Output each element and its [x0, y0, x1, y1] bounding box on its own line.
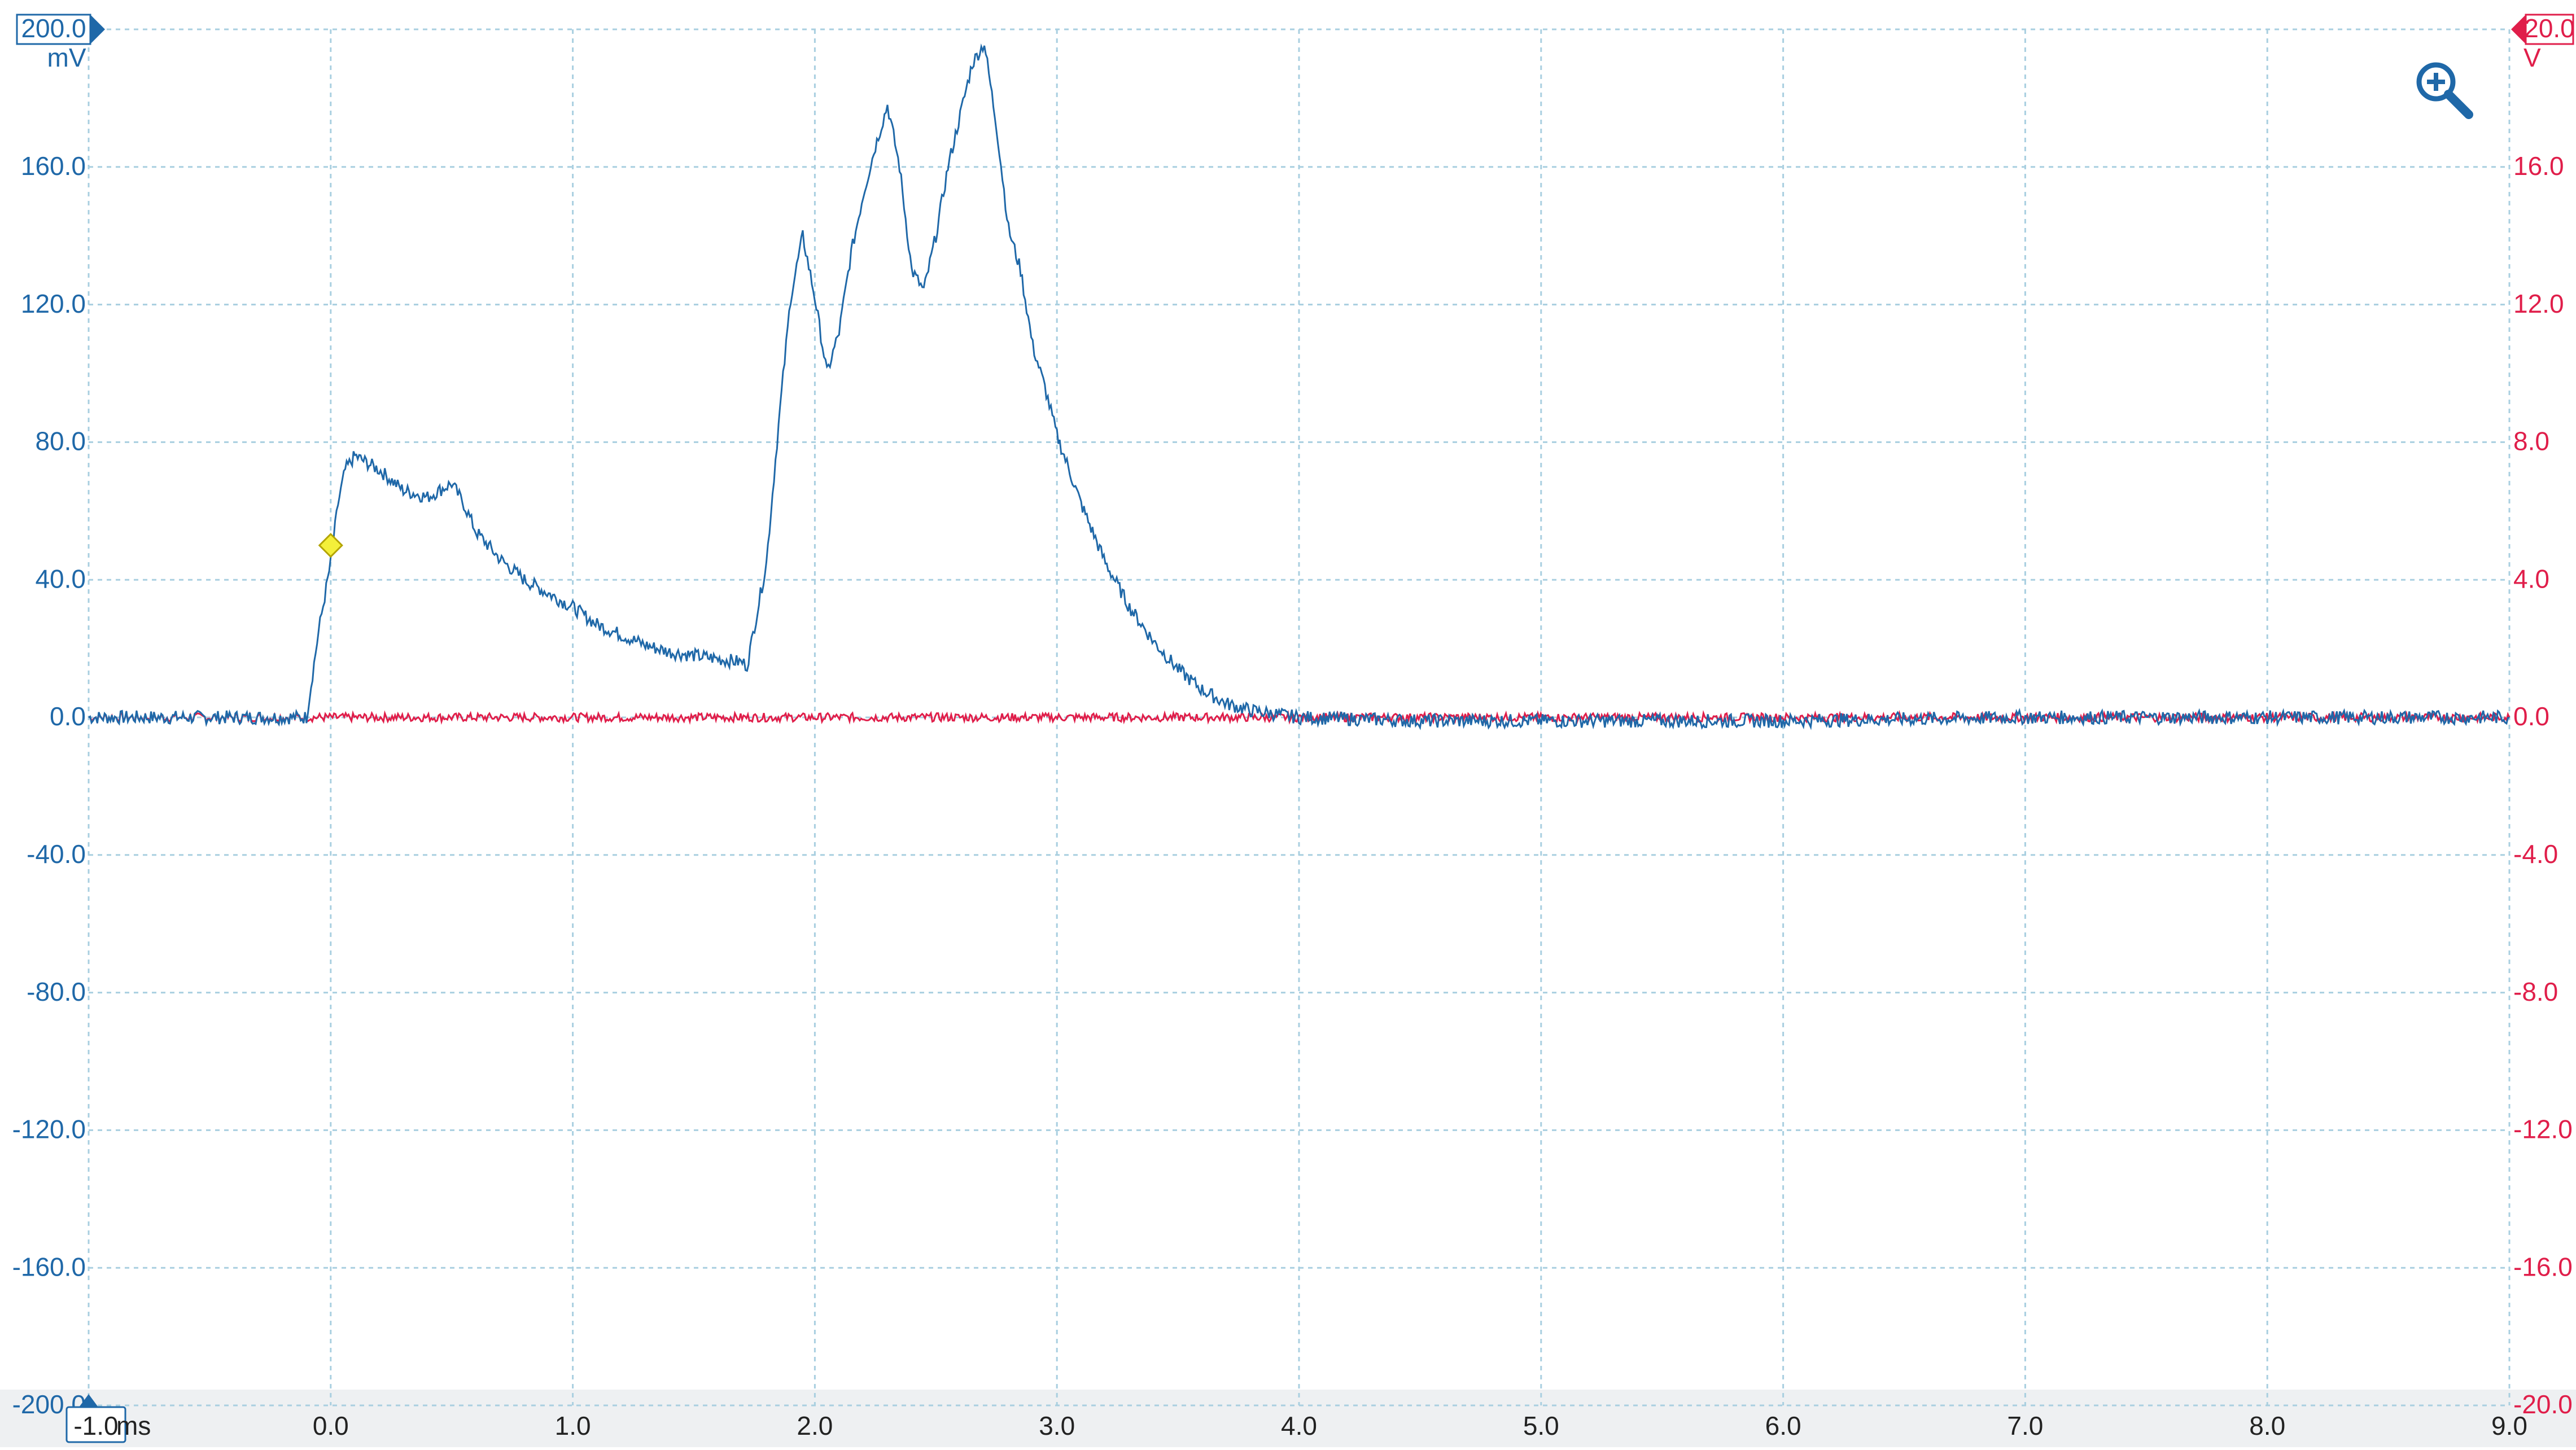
left-axis-tick-label: -80.0: [27, 977, 86, 1006]
left-axis-tick-label: -120.0: [12, 1115, 86, 1144]
left-axis-tick-label: 160.0: [21, 151, 86, 181]
right-axis-tick-label: 0.0: [2513, 702, 2549, 731]
right-axis-tick-label: 16.0: [2513, 151, 2564, 181]
left-range-label: 200.0: [21, 14, 86, 43]
grid: [88, 28, 2511, 1407]
right-axis-tick-label: -20.0: [2513, 1390, 2573, 1419]
right-axis-tick-label: -8.0: [2513, 977, 2558, 1006]
left-axis-unit: mV: [47, 43, 86, 72]
left-axis-tick-label: 120.0: [21, 289, 86, 318]
left-axis-tick-label: 80.0: [35, 427, 86, 456]
right-range-box[interactable]: [2525, 14, 2574, 45]
right-axis-tick-label: 4.0: [2513, 564, 2549, 593]
right-axis-unit: V: [2523, 43, 2541, 72]
right-axis-tick-label: 8.0: [2513, 427, 2549, 456]
bottom-axis-tick-label: 3.0: [1039, 1411, 1075, 1440]
bottom-axis-tick-label: 5.0: [1523, 1411, 1559, 1440]
time-start-arrow-icon[interactable]: [79, 1394, 98, 1407]
zoom-in-icon[interactable]: [2413, 59, 2476, 121]
right-axis-tick-label: -12.0: [2513, 1115, 2573, 1144]
time-unit: ms: [116, 1411, 151, 1440]
left-range-arrow-icon[interactable]: [90, 15, 105, 44]
bottom-axis-tick-label: 6.0: [1765, 1411, 1801, 1440]
time-start-label: -1.0: [73, 1411, 118, 1440]
right-range-label: 20.0: [2524, 14, 2575, 43]
bottom-axis-tick-label: 4.0: [1281, 1411, 1317, 1440]
right-range-arrow-icon[interactable]: [2511, 15, 2526, 44]
trace-channel-a: [88, 43, 2510, 730]
traces: [88, 43, 2511, 730]
bottom-axis-tick-label: 7.0: [2007, 1411, 2043, 1440]
right-axis-tick-label: -4.0: [2513, 839, 2558, 869]
bottom-axis-tick-label: 0.0: [313, 1411, 349, 1440]
bottom-axis-tick-label: 2.0: [797, 1411, 833, 1440]
right-axis-tick-label: 12.0: [2513, 289, 2564, 318]
left-axis-tick-label: -40.0: [27, 839, 86, 869]
bottom-axis-band: [0, 1390, 2576, 1447]
trigger-marker[interactable]: [318, 533, 343, 558]
bottom-axis-tick-label: 8.0: [2249, 1411, 2285, 1440]
axis-labels: 160.0 120.0 80.0 40.0 0.0 -40.0 -80.0 -120.0 -16…: [12, 14, 2575, 1443]
trace-channel-b: [88, 709, 2511, 725]
left-axis-tick-label: 0.0: [50, 702, 86, 731]
bottom-axis-tick-label: 1.0: [555, 1411, 591, 1440]
right-axis-tick-label: -16.0: [2513, 1252, 2573, 1281]
left-range-box[interactable]: [16, 14, 91, 45]
bottom-axis-tick-label: 9.0: [2491, 1411, 2527, 1440]
left-axis-tick-label: 40.0: [35, 564, 86, 593]
left-axis-tick-label: -160.0: [12, 1252, 86, 1281]
